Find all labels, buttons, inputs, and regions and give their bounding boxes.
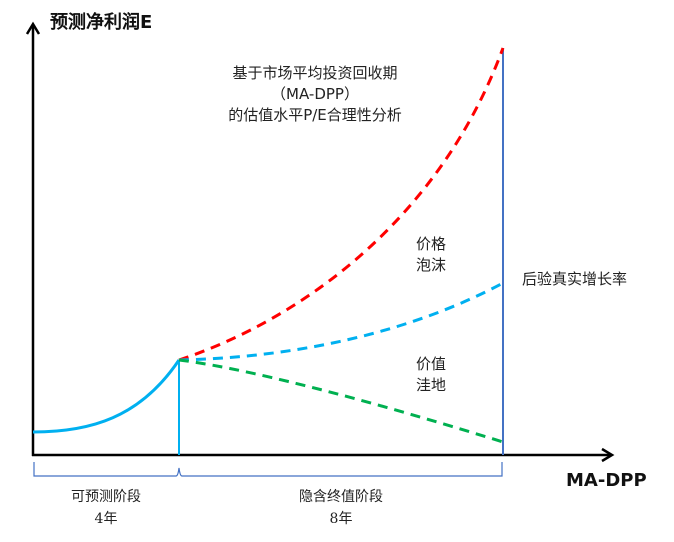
real-growth-curve [178, 281, 504, 362]
valley-line-2: 洼地 [416, 376, 447, 394]
bubble-line-2: 泡沫 [416, 256, 447, 274]
valley-line-1: 价值 [416, 355, 447, 373]
phase-terminal-name: 隐含终值阶段 [299, 489, 383, 505]
phase-forecast-name: 可预测阶段 [71, 489, 141, 505]
title-line-2: （MA-DPP） [271, 85, 359, 103]
title-line-1: 基于市场平均投资回收期 [232, 64, 398, 82]
phase-brackets [33, 462, 503, 477]
phase-forecast-years: 4年 [94, 511, 118, 527]
x-axis-arrow-icon [601, 447, 615, 463]
x-axis-label: MA-DPP [566, 470, 647, 491]
y-axis-arrow-icon [25, 21, 41, 35]
real-growth-label: 后验真实增长率 [522, 270, 628, 288]
price-bubble-annotation: 价格 泡沫 [416, 234, 446, 276]
forecast-profit-curve [32, 359, 181, 434]
value-valley-curve [178, 358, 504, 444]
value-valley-annotation: 价值 洼地 [416, 354, 446, 396]
bubble-line-1: 价格 [416, 235, 447, 253]
y-axis-label: 预测净利润E [50, 12, 153, 33]
phase-terminal-years: 8年 [329, 511, 353, 527]
diagram-title: 基于市场平均投资回收期 （MA-DPP） 的估值水平P/E合理性分析 [160, 63, 470, 126]
title-line-3: 的估值水平P/E合理性分析 [228, 106, 402, 124]
phase-terminal-label: 隐含终值阶段 8年 [179, 486, 503, 530]
price-bubble-curve [178, 47, 505, 362]
phase-forecast-label: 可预测阶段 4年 [33, 486, 179, 530]
